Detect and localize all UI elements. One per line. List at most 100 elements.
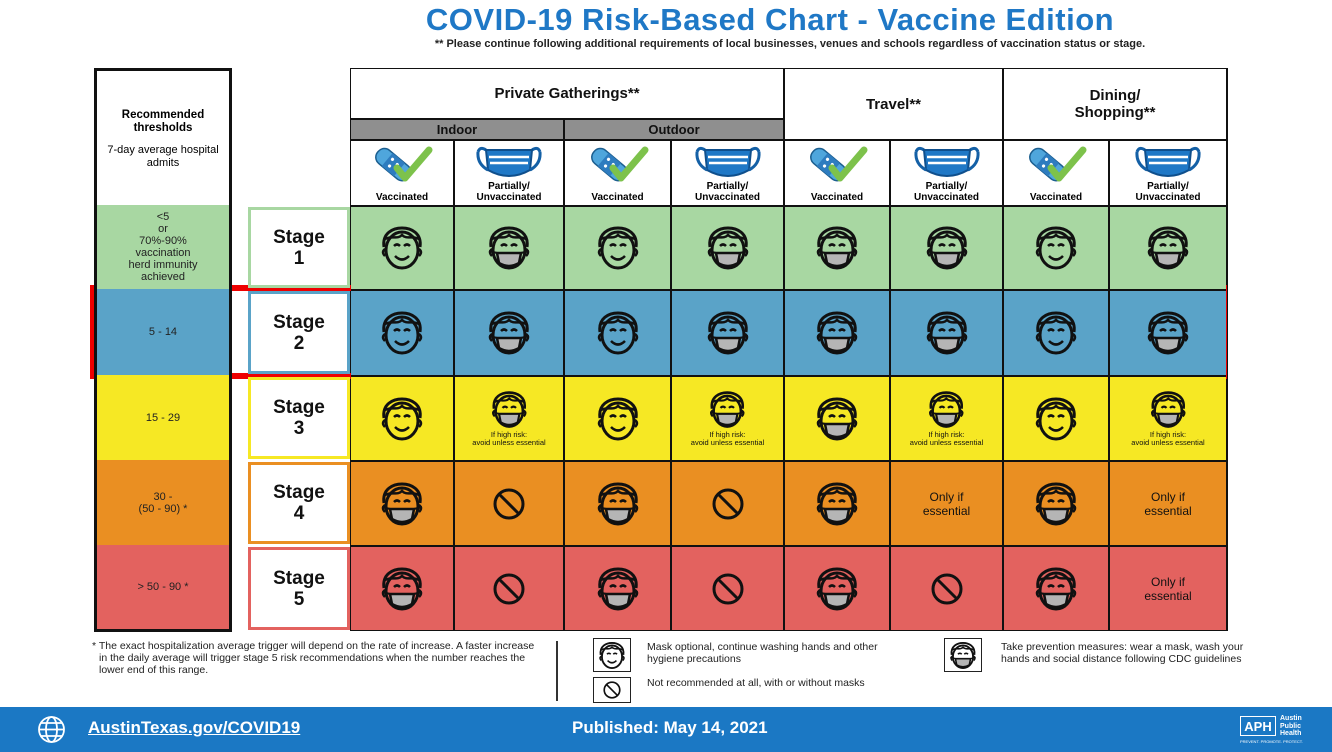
stage-label: Stage 1 (248, 207, 350, 288)
grid-cell (1004, 375, 1110, 460)
grid-cell: If high risk: avoid unless essential (891, 375, 1004, 460)
vaccinated-icon (375, 146, 433, 182)
cell-text: Only if essential (922, 489, 971, 518)
aph-logo: APH Austin Public Health PREVENT. PROMOT… (1240, 714, 1322, 746)
aph-logo-text: Austin Public Health (1280, 715, 1302, 737)
grid-cell (351, 289, 455, 375)
category-header: Private Gatherings** (351, 69, 785, 118)
masked-face-icon (491, 391, 527, 429)
chart-subtitle: ** Please continue following additional … (434, 38, 1146, 50)
column-header: Partially/Unvaccinated (1110, 139, 1226, 205)
grid-cell: Only if essential (1110, 545, 1226, 630)
thresholds-title: Recommended thresholds (121, 109, 205, 134)
grid-cell (785, 375, 891, 460)
footer-bar: AustinTexas.gov/COVID19 Published: May 1… (0, 707, 1332, 752)
grid-cell (891, 545, 1004, 630)
masked-face-icon (816, 311, 858, 355)
masked-face-icon (488, 311, 530, 355)
column-header: Partially/Unvaccinated (455, 139, 565, 205)
column-label: Vaccinated (810, 192, 864, 203)
prohibited-icon (931, 573, 962, 604)
masked-face-icon (381, 481, 423, 525)
stage-text: Stage 2 (253, 297, 345, 368)
masked-face-icon (816, 481, 858, 525)
legend-divider (556, 641, 558, 701)
grid-cell (1004, 289, 1110, 375)
cell-note: If high risk: avoid unless essential (690, 429, 765, 447)
grid-cell (672, 545, 785, 630)
legend-swatch (593, 677, 631, 703)
grid-cell (351, 205, 455, 289)
threshold-cell: 5 - 14 (94, 289, 232, 375)
masked-face-icon (926, 226, 967, 270)
grid-cell (672, 205, 785, 289)
masked-face-icon (1147, 226, 1189, 270)
grid-cell (455, 289, 565, 375)
legend-swatch (593, 638, 631, 672)
column-header: Partially/Unvaccinated (891, 139, 1004, 205)
grid-cell (1110, 205, 1226, 289)
prohibited-icon (603, 681, 621, 699)
aph-logo-tagline: PREVENT. PROMOTE. PROTECT. (1240, 739, 1303, 744)
grid-cell (1110, 289, 1226, 375)
grid-cell (565, 460, 672, 545)
cell-note: If high risk: avoid unless essential (909, 429, 984, 447)
covid-link[interactable]: AustinTexas.gov/COVID19 (88, 718, 301, 737)
stage-text: Stage 5 (253, 553, 345, 624)
grid-cell (785, 205, 891, 289)
prohibited-icon (493, 573, 525, 604)
face-icon (381, 396, 423, 440)
column-header: Vaccinated (1004, 139, 1110, 205)
grid-cell: If high risk: avoid unless essential (455, 375, 565, 460)
column-header: Vaccinated (785, 139, 891, 205)
prohibited-icon (493, 488, 525, 519)
legend-text: Not recommended at all, with or without … (647, 677, 865, 689)
grid-cell: Only if essential (1110, 460, 1226, 545)
grid-cell (455, 205, 565, 289)
column-label: Partially/Unvaccinated (1135, 181, 1201, 203)
face-icon (599, 641, 625, 669)
face-icon (1035, 311, 1077, 355)
column-label: Vaccinated (375, 192, 429, 203)
grid-cell (785, 545, 891, 630)
grid-cell (1004, 460, 1110, 545)
masked-face-icon (816, 566, 858, 610)
masked-face-icon (1147, 311, 1189, 355)
vaccinated-icon (590, 146, 648, 182)
stage-label: Stage 5 (248, 547, 350, 630)
masked-face-icon (816, 226, 858, 270)
legend-text: Mask optional, continue washing hands an… (647, 641, 878, 665)
masked-face-icon (816, 396, 858, 440)
grid-cell (891, 205, 1004, 289)
subheader-indoor: Indoor (351, 118, 565, 139)
thresholds-subtitle: 7-day average hospital admits (107, 144, 219, 169)
masked-face-icon (707, 226, 748, 270)
cell-text: Only if essential (1144, 489, 1192, 518)
threshold-cell: <5 or 70%-90% vaccination herd immunity achie… (94, 205, 232, 289)
footnote: * The exact hospitalization average trig… (92, 640, 535, 676)
cell-note: If high risk: avoid unless essential (1131, 429, 1205, 447)
threshold-cell: > 50 - 90 * (94, 545, 232, 632)
masked-face-icon (488, 226, 530, 270)
legend-text: Take prevention measures: wear a mask, w… (1001, 641, 1244, 665)
grid-cell (565, 205, 672, 289)
threshold-cell: 30 - (50 - 90) * (94, 460, 232, 545)
grid-cell (891, 289, 1004, 375)
thresholds-header: Recommended thresholds 7-day average hos… (94, 68, 232, 205)
masked-face-icon (1035, 566, 1077, 610)
vaccinated-icon (1029, 146, 1087, 182)
mask-icon (694, 146, 761, 177)
mask-icon (1135, 146, 1201, 177)
face-icon (597, 396, 638, 440)
masked-face-icon (1035, 481, 1077, 525)
grid-cell: If high risk: avoid unless essential (1110, 375, 1226, 460)
category-header: Dining/Shopping** (1004, 69, 1226, 139)
vaccinated-icon (810, 146, 868, 182)
grid-cell (565, 545, 672, 630)
grid-cell (785, 460, 891, 545)
grid-cell (1004, 205, 1110, 289)
column-label: Partially/Unvaccinated (694, 181, 761, 203)
column-label: Vaccinated (1029, 192, 1083, 203)
chart-title: COVID-19 Risk-Based Chart - Vaccine Edit… (425, 2, 1115, 37)
prohibited-icon (712, 488, 743, 519)
